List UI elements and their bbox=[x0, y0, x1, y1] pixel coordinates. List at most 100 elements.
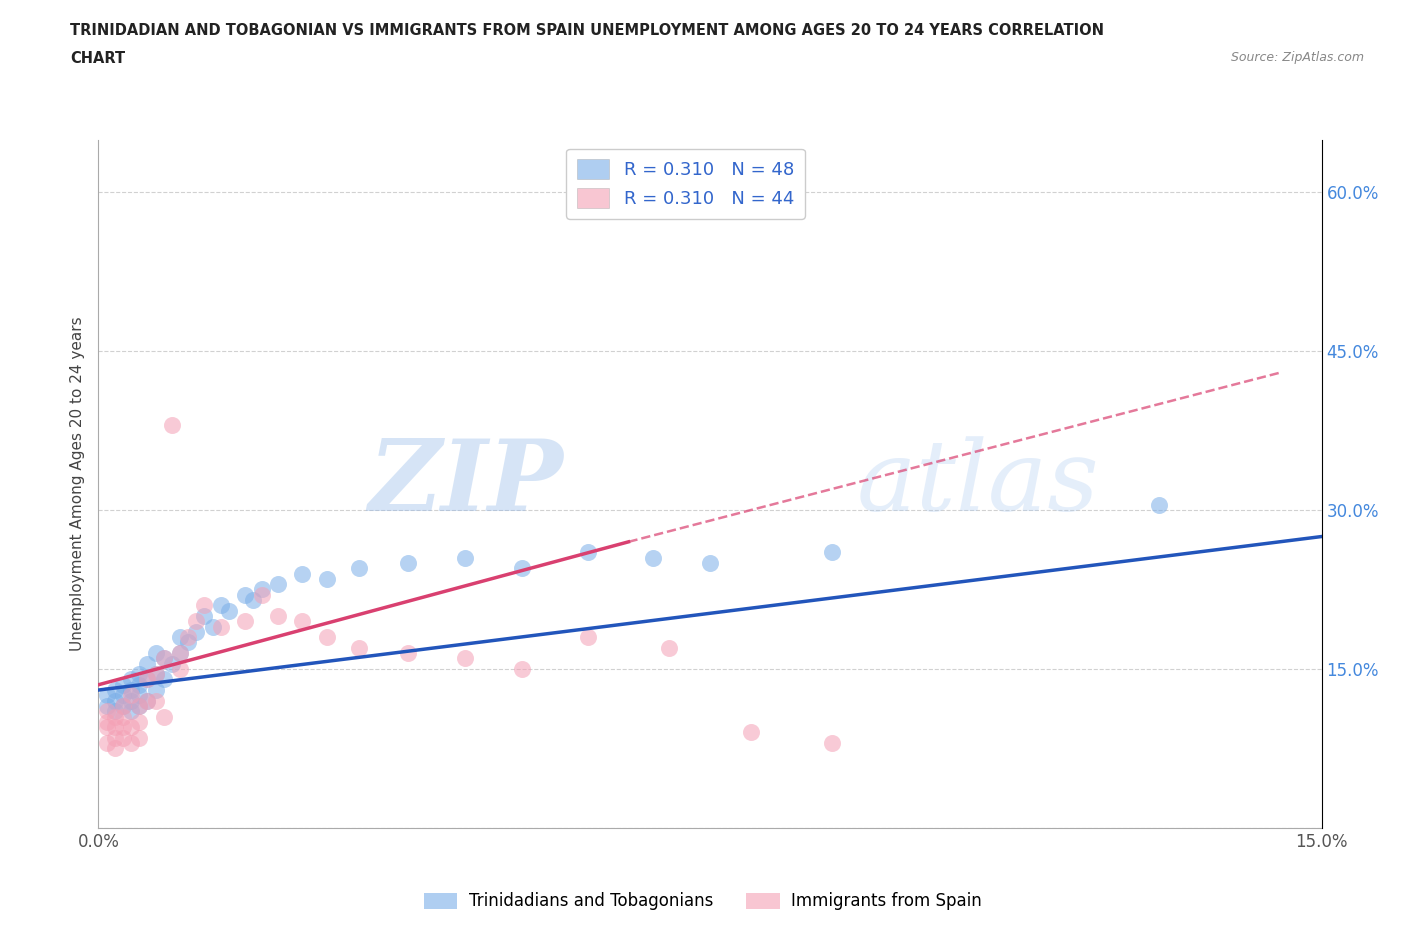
Point bbox=[315, 630, 337, 644]
Text: CHART: CHART bbox=[70, 51, 125, 66]
Point bbox=[120, 736, 142, 751]
Point bbox=[111, 730, 134, 745]
Point bbox=[218, 604, 240, 618]
Point bbox=[177, 630, 200, 644]
Point bbox=[145, 645, 167, 660]
Point bbox=[169, 645, 191, 660]
Point bbox=[821, 736, 844, 751]
Point bbox=[96, 698, 118, 713]
Point bbox=[111, 688, 134, 703]
Point bbox=[152, 709, 174, 724]
Point bbox=[104, 683, 127, 698]
Point bbox=[267, 577, 290, 591]
Point bbox=[136, 672, 159, 687]
Point bbox=[128, 688, 150, 703]
Point bbox=[96, 688, 118, 703]
Point bbox=[658, 640, 681, 655]
Point bbox=[152, 672, 174, 687]
Text: Source: ZipAtlas.com: Source: ZipAtlas.com bbox=[1230, 51, 1364, 64]
Point bbox=[233, 614, 256, 629]
Point bbox=[104, 741, 127, 756]
Point bbox=[454, 651, 477, 666]
Point bbox=[169, 661, 191, 676]
Text: ZIP: ZIP bbox=[368, 435, 564, 532]
Point bbox=[120, 720, 142, 735]
Point bbox=[233, 588, 256, 603]
Point bbox=[396, 555, 419, 570]
Point bbox=[576, 630, 599, 644]
Point bbox=[120, 683, 142, 698]
Point bbox=[152, 651, 174, 666]
Point bbox=[152, 651, 174, 666]
Point bbox=[576, 545, 599, 560]
Point bbox=[242, 592, 264, 607]
Point bbox=[104, 720, 127, 735]
Point bbox=[209, 619, 232, 634]
Point bbox=[136, 693, 159, 708]
Point bbox=[454, 551, 477, 565]
Point bbox=[160, 418, 183, 432]
Point bbox=[120, 672, 142, 687]
Point bbox=[111, 677, 134, 692]
Point bbox=[641, 551, 664, 565]
Point bbox=[145, 683, 167, 698]
Point bbox=[740, 725, 762, 740]
Point bbox=[128, 730, 150, 745]
Text: atlas: atlas bbox=[856, 436, 1099, 531]
Point bbox=[699, 555, 721, 570]
Point bbox=[128, 698, 150, 713]
Point bbox=[201, 619, 224, 634]
Text: TRINIDADIAN AND TOBAGONIAN VS IMMIGRANTS FROM SPAIN UNEMPLOYMENT AMONG AGES 20 T: TRINIDADIAN AND TOBAGONIAN VS IMMIGRANTS… bbox=[70, 23, 1104, 38]
Point bbox=[193, 598, 215, 613]
Point bbox=[104, 704, 127, 719]
Legend: R = 0.310   N = 48, R = 0.310   N = 44: R = 0.310 N = 48, R = 0.310 N = 44 bbox=[567, 149, 806, 219]
Point bbox=[111, 720, 134, 735]
Point bbox=[1147, 498, 1170, 512]
Y-axis label: Unemployment Among Ages 20 to 24 years: Unemployment Among Ages 20 to 24 years bbox=[70, 316, 86, 651]
Point bbox=[267, 608, 290, 623]
Point bbox=[821, 545, 844, 560]
Point bbox=[396, 645, 419, 660]
Point bbox=[136, 672, 159, 687]
Point bbox=[120, 688, 142, 703]
Point bbox=[186, 624, 208, 639]
Point bbox=[193, 608, 215, 623]
Point bbox=[128, 714, 150, 729]
Point bbox=[96, 720, 118, 735]
Point bbox=[104, 693, 127, 708]
Point bbox=[160, 657, 183, 671]
Point bbox=[291, 566, 314, 581]
Point bbox=[104, 730, 127, 745]
Point bbox=[186, 614, 208, 629]
Point bbox=[291, 614, 314, 629]
Point bbox=[128, 698, 150, 713]
Point bbox=[96, 704, 118, 719]
Point bbox=[145, 693, 167, 708]
Point bbox=[250, 582, 273, 597]
Point bbox=[145, 667, 167, 682]
Point bbox=[315, 571, 337, 586]
Legend: Trinidadians and Tobagonians, Immigrants from Spain: Trinidadians and Tobagonians, Immigrants… bbox=[418, 885, 988, 917]
Point bbox=[169, 630, 191, 644]
Point bbox=[104, 709, 127, 724]
Point bbox=[136, 693, 159, 708]
Point bbox=[136, 657, 159, 671]
Point bbox=[512, 661, 534, 676]
Point bbox=[111, 698, 134, 713]
Point bbox=[128, 677, 150, 692]
Point bbox=[145, 667, 167, 682]
Point bbox=[512, 561, 534, 576]
Point bbox=[120, 704, 142, 719]
Point bbox=[128, 667, 150, 682]
Point bbox=[169, 645, 191, 660]
Point bbox=[111, 698, 134, 713]
Point bbox=[177, 635, 200, 650]
Point bbox=[120, 693, 142, 708]
Point bbox=[349, 640, 371, 655]
Point bbox=[96, 736, 118, 751]
Point bbox=[250, 588, 273, 603]
Point bbox=[349, 561, 371, 576]
Point bbox=[111, 709, 134, 724]
Point bbox=[209, 598, 232, 613]
Point bbox=[96, 714, 118, 729]
